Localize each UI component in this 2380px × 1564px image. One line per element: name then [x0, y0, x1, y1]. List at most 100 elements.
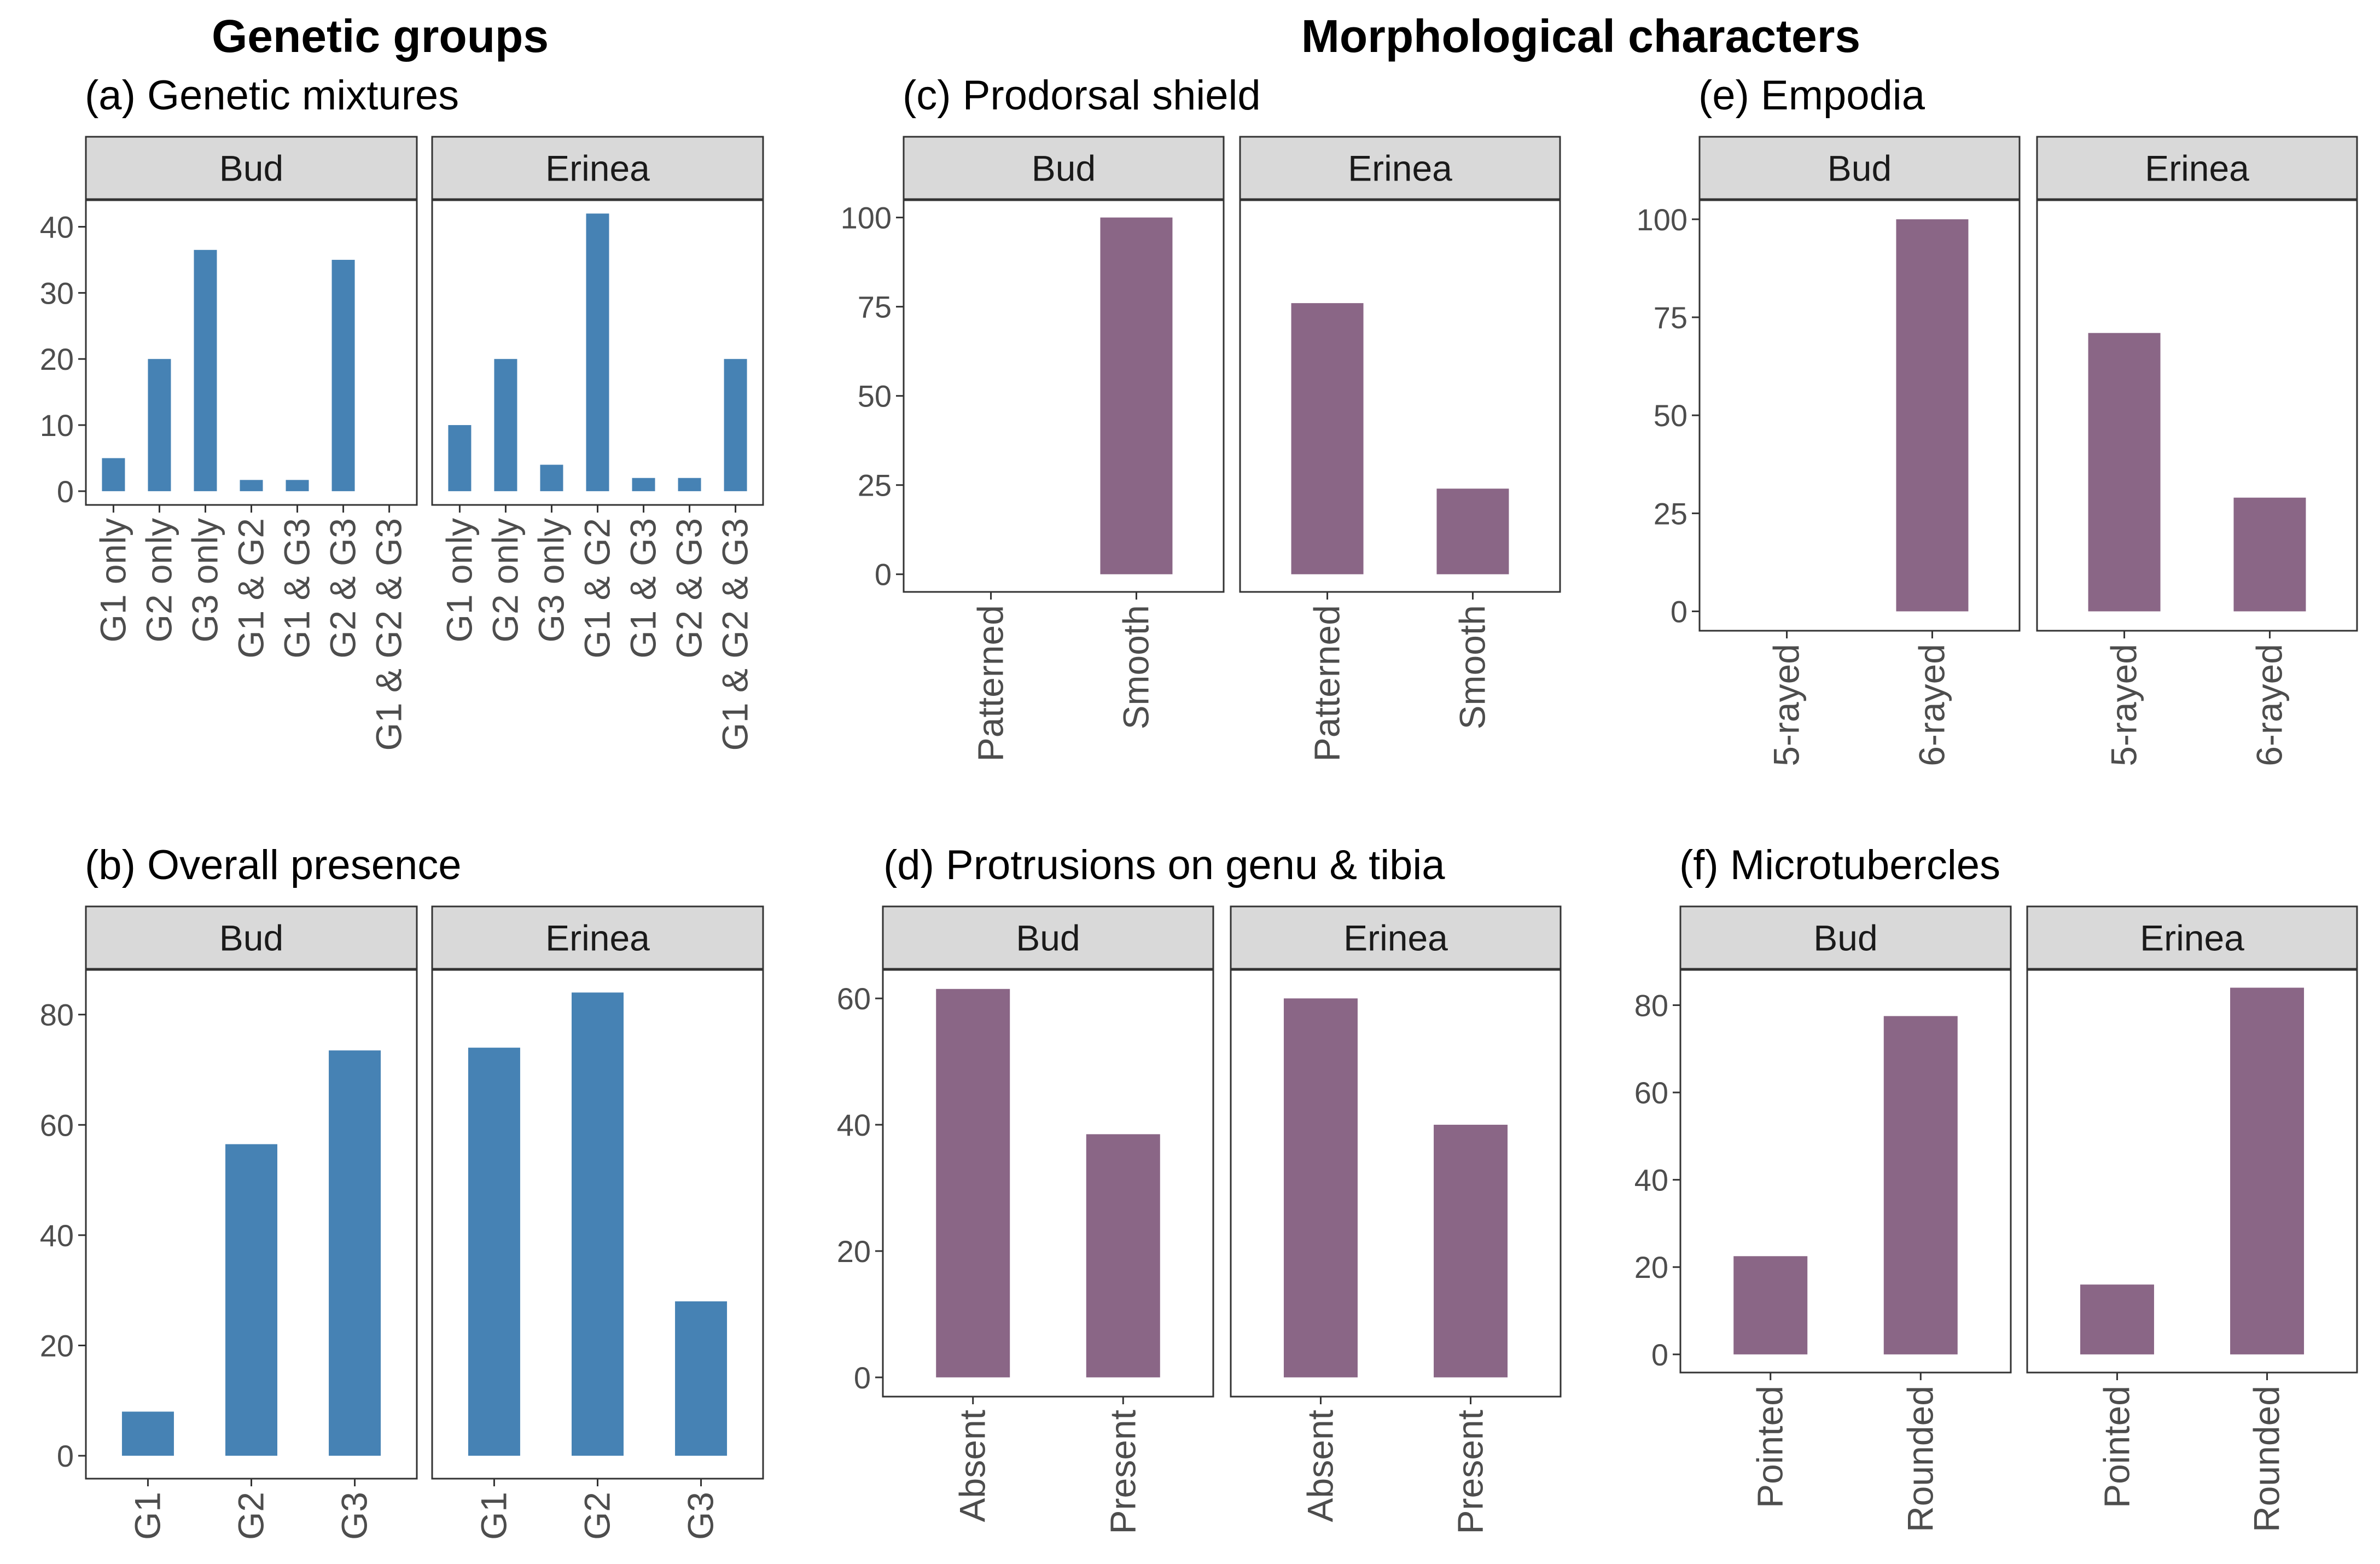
x-tick-label: G1 & G2 & G3: [715, 518, 755, 751]
chart-panel-f: (f) Microtubercles Bud 0 20 40 60 80 Pointed Rou…: [1634, 842, 2358, 1532]
bar: [572, 992, 624, 1456]
y-tick-label: 100: [1637, 202, 1687, 237]
bar: [678, 478, 701, 491]
bar: [1291, 303, 1364, 574]
facet-strip: [1679, 905, 2012, 970]
facet-d-bud: Bud 0 20 40 60 Absent Present: [837, 905, 1214, 1534]
bar: [225, 1144, 277, 1456]
y-tick-label: 0: [854, 1360, 871, 1395]
bar: [2088, 333, 2161, 612]
facet-strip-label: Bud: [1032, 148, 1096, 189]
facet-f-erinea: Erinea Pointed Rounded: [2026, 905, 2358, 1532]
x-tick-label: G1 & G2 & G3: [369, 518, 409, 751]
x-tick-label: G1 only: [439, 518, 479, 642]
panel-frame: [1698, 199, 2021, 632]
x-tick-label: G1: [127, 1492, 167, 1540]
y-tick-label: 25: [858, 468, 892, 503]
x-tick-label: G2: [577, 1492, 618, 1540]
facet-strip-label: Bud: [1016, 918, 1080, 958]
bar: [148, 359, 171, 491]
facet-strip-label: Bud: [1828, 148, 1892, 189]
y-tick-label: 0: [57, 474, 74, 509]
facet-strip: [431, 905, 764, 970]
y-tick-label: 80: [40, 998, 74, 1032]
bar: [1434, 1125, 1508, 1377]
bar: [2080, 1284, 2154, 1354]
bar: [468, 1048, 520, 1456]
facet-strip: [903, 136, 1225, 201]
x-tick-label: Pointed: [2096, 1386, 2137, 1508]
panel-frame: [2026, 968, 2358, 1374]
y-tick-label: 30: [40, 276, 74, 310]
y-tick-label: 75: [858, 290, 892, 324]
y-tick-label: 0: [875, 557, 892, 592]
facet-strip-label: Erinea: [1343, 918, 1448, 958]
x-tick-label: G1 & G3: [277, 518, 317, 659]
bar: [724, 359, 747, 491]
panel-title-c: (c) Prodorsal shield: [903, 72, 1261, 119]
chart-panel-d: (d) Protrusions on genu & tibia Bud 0 20 40 6…: [837, 842, 1562, 1534]
facet-strip-label: Bud: [1813, 918, 1877, 958]
x-tick-label: Absent: [952, 1410, 993, 1522]
y-tick-label: 100: [841, 201, 892, 235]
plot-area: (a) Genetic mixtures Bud 0 10 20 30 40 G1 only G…: [40, 72, 2358, 1540]
facet-strip: [85, 136, 418, 201]
bar: [1100, 217, 1173, 574]
x-tick-label: G1 only: [92, 518, 133, 642]
x-tick-label: G2 & G3: [669, 518, 709, 659]
facet-d-erinea: Erinea Absent Present: [1230, 905, 1562, 1534]
bar: [194, 249, 217, 491]
y-tick-label: 60: [40, 1108, 74, 1142]
panel-frame: [882, 968, 1214, 1398]
y-tick-label: 0: [1671, 595, 1687, 629]
panel-title-b: (b) Overall presence: [85, 842, 462, 888]
bar: [331, 259, 355, 491]
facet-strip-label: Erinea: [545, 918, 650, 958]
y-tick-label: 40: [40, 210, 74, 245]
facet-strip-label: Erinea: [2145, 148, 2249, 189]
y-tick-label: 50: [858, 379, 892, 414]
y-tick-label: 10: [40, 408, 74, 443]
y-tick-label: 60: [837, 981, 871, 1016]
x-tick-label: G1 & G3: [623, 518, 664, 659]
facet-f-bud: Bud 0 20 40 60 80 Pointed Rounded: [1634, 905, 2012, 1532]
panel-frame: [903, 199, 1225, 593]
panel-title-a: (a) Genetic mixtures: [85, 72, 459, 119]
x-tick-label: Rounded: [2247, 1386, 2287, 1532]
facet-strip-label: Erinea: [2140, 918, 2244, 958]
bar: [121, 1411, 174, 1456]
bar: [1733, 1256, 1808, 1354]
x-tick-label: G3 only: [184, 518, 225, 642]
facet-e-bud: Bud 0 25 50 75 100 5-rayed 6-rayed: [1637, 136, 2021, 766]
bar: [540, 464, 563, 491]
bar: [936, 989, 1010, 1377]
bar: [102, 458, 125, 491]
x-tick-label: Pointed: [1750, 1386, 1790, 1508]
x-tick-label: 6-rayed: [1911, 644, 1952, 766]
x-tick-label: G2: [231, 1492, 271, 1540]
bar: [240, 480, 263, 491]
panel-frame: [1230, 968, 1562, 1398]
facet-c-bud: Bud 0 25 50 75 100 Patterned Smooth: [841, 136, 1225, 761]
bar: [494, 359, 517, 491]
facet-e-erinea: Erinea 5-rayed 6-rayed: [2036, 136, 2358, 766]
panel-title-f: (f) Microtubercles: [1679, 842, 2000, 888]
bar: [1436, 489, 1509, 574]
y-tick-label: 80: [1634, 988, 1668, 1022]
facet-strip: [2026, 905, 2358, 970]
bar: [632, 478, 655, 491]
x-tick-label: Smooth: [1115, 605, 1156, 729]
header-morphological-characters: Morphological characters: [1301, 10, 1860, 62]
bar: [329, 1050, 381, 1456]
panel-frame: [1239, 199, 1561, 593]
y-tick-label: 75: [1654, 300, 1687, 335]
facet-strip-label: Bud: [219, 918, 283, 958]
y-tick-label: 20: [1634, 1250, 1668, 1284]
y-tick-label: 40: [1634, 1163, 1668, 1197]
bar: [1283, 998, 1358, 1377]
x-tick-label: Present: [1450, 1410, 1491, 1534]
y-tick-label: 20: [40, 342, 74, 376]
